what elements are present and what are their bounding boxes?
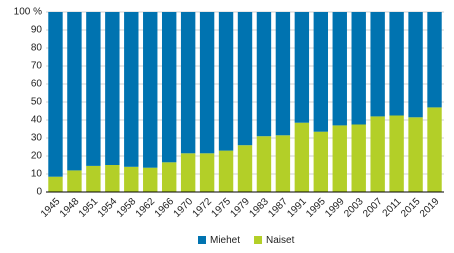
legend-label: Naiset — [266, 235, 295, 246]
bar-segment — [199, 12, 215, 154]
bar-segment — [105, 165, 120, 192]
x-tick-label: 1999 — [323, 196, 347, 220]
x-tick-label: 1972 — [191, 196, 215, 220]
x-tick-label: 1983 — [247, 196, 271, 220]
bar-segment — [180, 12, 196, 154]
x-tick-label: 2019 — [418, 196, 442, 220]
x-tick-label: 2007 — [361, 196, 385, 220]
bar-segment — [408, 117, 423, 192]
bar-segment — [275, 12, 291, 136]
x-tick-label: 1995 — [304, 196, 328, 220]
bar-segment — [389, 12, 404, 116]
legend-label: Miehet — [210, 235, 240, 246]
bar-segment — [351, 124, 366, 192]
bar-segment — [105, 12, 120, 165]
y-tick-label: 10 — [31, 169, 43, 180]
bar-segment — [67, 170, 82, 192]
x-tick-label: 1987 — [266, 196, 290, 220]
bar-segment — [48, 176, 63, 192]
bar-segment — [332, 125, 347, 192]
bar-segment — [427, 12, 442, 108]
bar-segment — [294, 12, 310, 123]
x-tick-label: 2011 — [381, 196, 404, 219]
bar-segment — [237, 145, 253, 192]
x-tick-label: 1966 — [153, 196, 177, 220]
x-tick-label: 1958 — [115, 196, 139, 220]
bar-segment — [67, 12, 82, 171]
bar-segment — [313, 12, 329, 132]
bar-segment — [143, 12, 158, 168]
legend-swatch — [254, 236, 263, 244]
bar-segment — [370, 12, 385, 117]
y-tick-label: 0 — [36, 187, 42, 198]
bar-segment — [161, 162, 177, 192]
bar-segment — [143, 167, 158, 192]
bar-segment — [313, 131, 329, 192]
y-tick-label: 80 — [31, 43, 43, 54]
bar-segment — [86, 165, 101, 192]
bar-segment — [124, 12, 139, 167]
x-tick-label: 1991 — [285, 196, 309, 220]
y-tick-label: 90 — [31, 25, 43, 36]
bar-segment — [180, 153, 196, 192]
y-tick-label: 40 — [31, 115, 43, 126]
bar-segment — [408, 12, 423, 118]
bar-segment — [389, 115, 404, 192]
bar-segment — [256, 136, 272, 192]
x-tick-label: 1970 — [172, 196, 196, 220]
x-tick-label: 2003 — [342, 196, 366, 220]
bar-segment — [86, 12, 101, 166]
y-tick-label: 60 — [31, 79, 43, 90]
bar-segment — [332, 12, 347, 126]
x-tick-label: 1945 — [39, 196, 63, 220]
x-tick-label: 1979 — [228, 196, 252, 220]
x-tick-label: 2015 — [399, 196, 423, 220]
bar-segment — [218, 150, 234, 192]
y-tick-label: 20 — [31, 151, 43, 162]
x-tick-label: 1975 — [210, 196, 234, 220]
bar-segment — [370, 116, 385, 192]
bar-segment — [237, 12, 253, 146]
bar-segment — [427, 107, 442, 192]
legend-swatch — [198, 236, 206, 244]
bar-segment — [199, 153, 215, 192]
bar-segment — [351, 12, 366, 125]
bar-segment — [294, 122, 310, 192]
x-tick-label: 1948 — [58, 196, 82, 220]
bar-segment — [161, 12, 177, 163]
y-tick-label: 70 — [31, 61, 43, 72]
bar-segment — [218, 12, 234, 151]
bar-segment — [48, 12, 63, 177]
bar-segment — [275, 135, 291, 192]
bar-segment — [256, 12, 272, 137]
y-tick-label: 100 % — [14, 7, 42, 18]
y-tick-label: 30 — [31, 133, 43, 144]
x-tick-label: 1962 — [134, 196, 158, 220]
x-tick-label: 1954 — [96, 196, 120, 220]
bar-segment — [124, 166, 139, 192]
y-tick-label: 50 — [31, 97, 43, 108]
x-tick-label: 1951 — [77, 196, 101, 220]
